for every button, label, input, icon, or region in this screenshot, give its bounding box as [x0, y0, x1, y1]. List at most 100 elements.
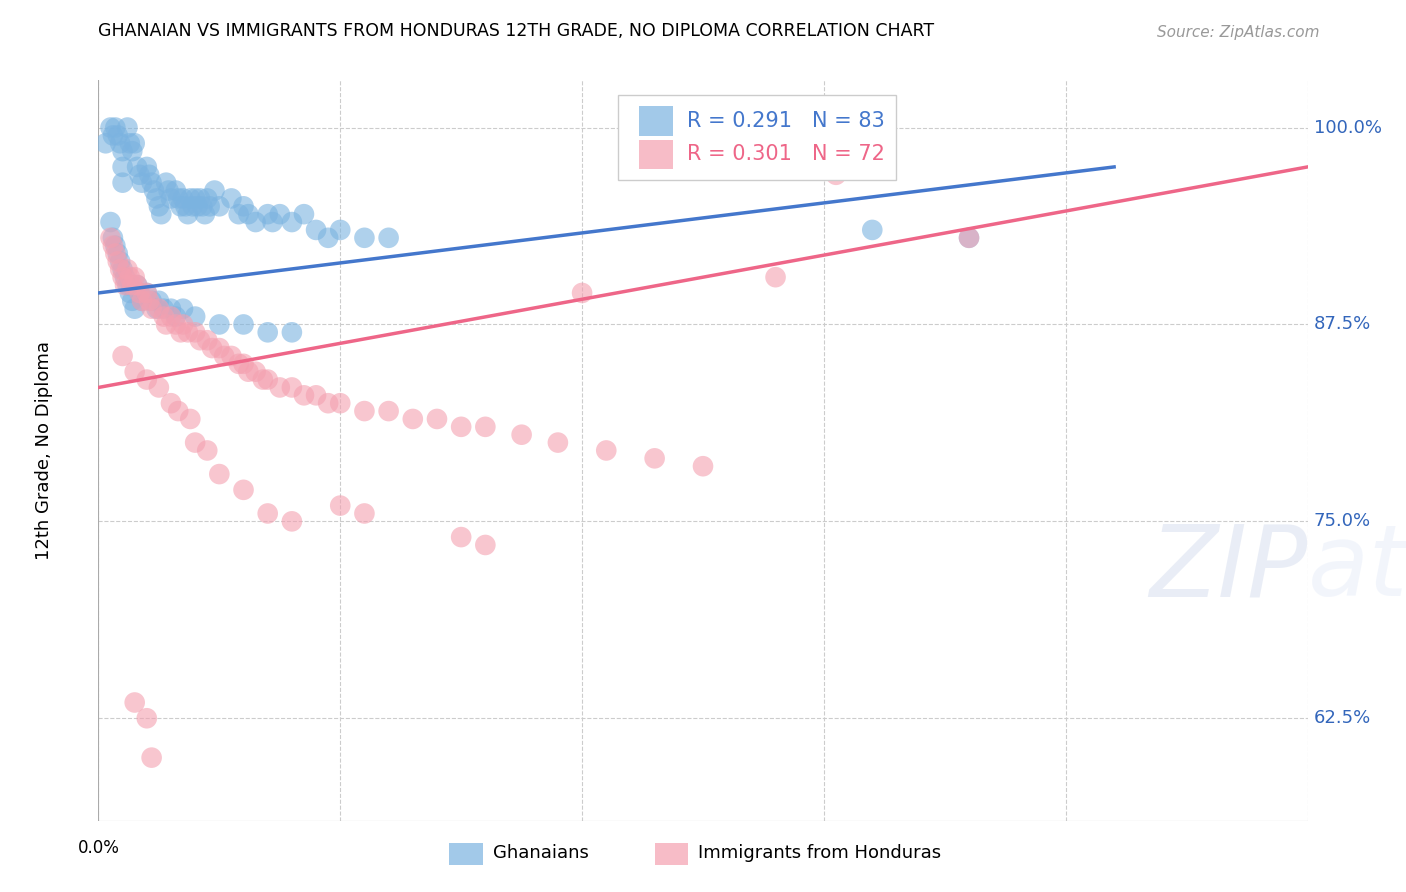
Point — [245, 365, 267, 379]
Point — [377, 231, 399, 245]
Point — [316, 231, 339, 245]
Point — [117, 278, 139, 293]
Point — [131, 176, 153, 190]
Text: R = 0.291: R = 0.291 — [688, 111, 792, 131]
Point — [152, 301, 174, 316]
Point — [117, 120, 139, 135]
Point — [111, 160, 134, 174]
Point — [195, 191, 218, 205]
Point — [262, 215, 284, 229]
Text: Ghanaians: Ghanaians — [492, 844, 589, 863]
Point — [145, 301, 167, 316]
Point — [104, 120, 127, 135]
Point — [108, 136, 131, 151]
Text: GHANAIAN VS IMMIGRANTS FROM HONDURAS 12TH GRADE, NO DIPLOMA CORRELATION CHART: GHANAIAN VS IMMIGRANTS FROM HONDURAS 12T… — [98, 21, 935, 39]
Point — [100, 120, 122, 135]
Point — [111, 262, 134, 277]
Point — [252, 373, 274, 387]
Point — [111, 270, 134, 285]
Point — [212, 349, 235, 363]
Point — [474, 538, 496, 552]
Point — [152, 310, 174, 324]
Point — [256, 326, 278, 340]
Point — [228, 207, 250, 221]
Point — [135, 711, 157, 725]
Point — [305, 223, 328, 237]
Text: 0.0%: 0.0% — [77, 839, 120, 857]
Text: 75.0%: 75.0% — [1313, 512, 1371, 531]
Point — [107, 246, 129, 260]
Point — [692, 459, 714, 474]
Point — [157, 184, 180, 198]
Point — [124, 270, 146, 285]
Point — [124, 136, 146, 151]
Text: Source: ZipAtlas.com: Source: ZipAtlas.com — [1157, 25, 1320, 39]
Point — [201, 341, 224, 355]
Point — [957, 231, 980, 245]
Point — [188, 191, 211, 205]
Point — [245, 215, 267, 229]
Point — [135, 285, 157, 300]
Point — [118, 136, 141, 151]
Point — [114, 270, 136, 285]
Point — [128, 168, 150, 182]
Point — [184, 326, 207, 340]
Point — [169, 199, 191, 213]
Bar — [638, 106, 673, 136]
Point — [167, 191, 190, 205]
Point — [174, 199, 197, 213]
Point — [121, 278, 143, 293]
Point — [208, 199, 231, 213]
Point — [269, 207, 291, 221]
Point — [138, 293, 160, 308]
Point — [165, 310, 187, 324]
Point — [124, 301, 146, 316]
Point — [595, 443, 617, 458]
Point — [104, 246, 127, 260]
Point — [148, 301, 170, 316]
Point — [107, 128, 129, 143]
Point — [208, 467, 231, 481]
Point — [160, 191, 183, 205]
Point — [107, 254, 129, 268]
Point — [860, 223, 883, 237]
Point — [179, 191, 201, 205]
Bar — [655, 843, 689, 865]
Point — [195, 443, 218, 458]
Point — [238, 365, 260, 379]
Point — [377, 404, 399, 418]
Point — [188, 333, 211, 347]
Point — [269, 380, 291, 394]
Point — [145, 191, 167, 205]
Point — [353, 507, 375, 521]
Point — [177, 207, 200, 221]
Point — [172, 301, 194, 316]
Point — [825, 168, 848, 182]
Point — [232, 357, 254, 371]
Point — [172, 318, 194, 332]
Point — [118, 285, 141, 300]
Point — [114, 278, 136, 293]
Point — [141, 176, 163, 190]
Text: R = 0.301: R = 0.301 — [688, 145, 792, 164]
Point — [765, 270, 787, 285]
Point — [135, 373, 157, 387]
Text: 100.0%: 100.0% — [1313, 119, 1382, 136]
Point — [127, 278, 149, 293]
Point — [127, 160, 149, 174]
Point — [131, 293, 153, 308]
Text: N = 83: N = 83 — [811, 111, 884, 131]
Point — [138, 168, 160, 182]
Point — [547, 435, 569, 450]
Text: 87.5%: 87.5% — [1313, 316, 1371, 334]
Point — [256, 507, 278, 521]
Point — [644, 451, 666, 466]
Text: Immigrants from Honduras: Immigrants from Honduras — [699, 844, 941, 863]
Point — [281, 215, 304, 229]
Point — [232, 199, 254, 213]
Point — [184, 435, 207, 450]
Point — [101, 231, 124, 245]
Point — [181, 199, 204, 213]
Point — [104, 238, 127, 252]
Point — [232, 318, 254, 332]
